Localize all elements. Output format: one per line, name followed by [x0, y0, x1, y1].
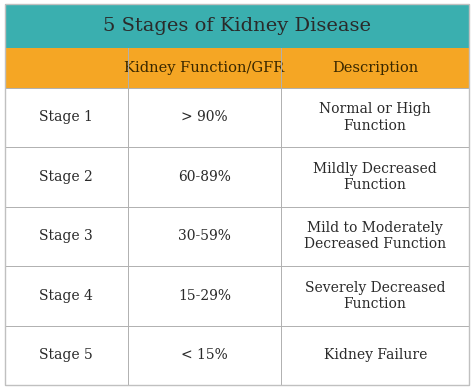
- Text: 60-89%: 60-89%: [178, 170, 231, 184]
- Text: < 15%: < 15%: [181, 348, 228, 362]
- Text: 5 Stages of Kidney Disease: 5 Stages of Kidney Disease: [103, 17, 371, 35]
- Text: Severely Decreased
Function: Severely Decreased Function: [305, 281, 446, 311]
- Text: Stage 2: Stage 2: [39, 170, 93, 184]
- Text: Stage 1: Stage 1: [39, 110, 93, 125]
- Bar: [5, 4, 469, 48]
- Text: Stage 4: Stage 4: [39, 289, 93, 303]
- Text: 15-29%: 15-29%: [178, 289, 231, 303]
- Text: 30-59%: 30-59%: [178, 229, 231, 243]
- Text: Stage 3: Stage 3: [39, 229, 93, 243]
- Bar: [5, 88, 469, 147]
- Text: Stage 5: Stage 5: [39, 348, 93, 362]
- Text: > 90%: > 90%: [181, 110, 228, 125]
- Text: Kidney Failure: Kidney Failure: [324, 348, 427, 362]
- Text: Normal or High
Function: Normal or High Function: [319, 103, 431, 133]
- Text: Mildly Decreased
Function: Mildly Decreased Function: [313, 162, 437, 192]
- Text: Description: Description: [332, 61, 419, 75]
- Text: Kidney Function/GFR: Kidney Function/GFR: [124, 61, 284, 75]
- Text: Mild to Moderately
Decreased Function: Mild to Moderately Decreased Function: [304, 221, 446, 252]
- Bar: [5, 266, 469, 325]
- Bar: [5, 147, 469, 207]
- Bar: [5, 325, 469, 385]
- Bar: [5, 207, 469, 266]
- Bar: [5, 48, 469, 88]
